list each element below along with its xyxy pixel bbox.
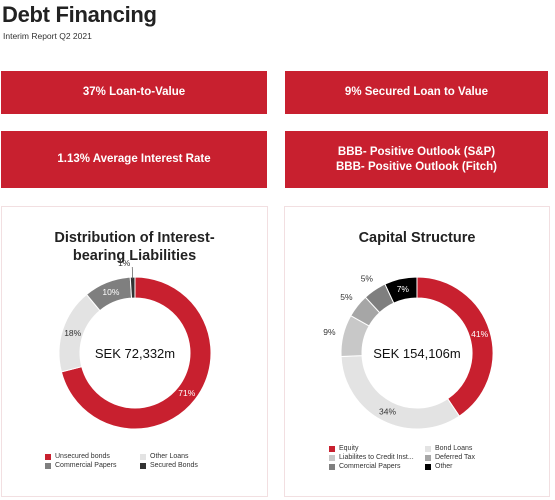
legend-swatch <box>425 463 431 470</box>
kpi-rating-sp: BBB- Positive Outlook (S&P) <box>337 145 496 158</box>
legend-item-other-loans: Other Loans <box>140 453 189 460</box>
page-subtitle: Interim Report Q2 2021 <box>3 31 92 41</box>
kpi-loan-to-value: 37% Loan-to-Value <box>1 71 267 114</box>
legend-label: Equity <box>339 445 359 452</box>
donut-center-total: SEK 72,332m <box>95 346 175 361</box>
slice-label-commercial-papers: 5% <box>361 273 374 283</box>
liabilities-chart-panel: Distribution of Interest- bearing Liabil… <box>1 206 268 497</box>
legend-swatch <box>329 463 335 470</box>
legend-item-liabilities-credit: Liabilites to Credit Inst... <box>329 454 414 461</box>
slice-label-deferred-tax: 5% <box>340 292 353 302</box>
liabilities-chart-title: Distribution of Interest- bearing Liabil… <box>2 229 267 265</box>
legend-item-deferred-tax: Deferred Tax <box>425 454 475 461</box>
slice-label-commercial-papers: 10% <box>102 287 119 297</box>
legend-item-commercial-papers: Commercial Papers <box>329 463 400 470</box>
legend-label: Other <box>435 463 453 470</box>
kpi-secured-loan-to-value: 9% Secured Loan to Value <box>285 71 548 114</box>
page-title: Debt Financing <box>2 2 157 27</box>
kpi-average-interest-rate-text: 1.13% Average Interest Rate <box>57 153 211 165</box>
legend-swatch <box>425 454 431 461</box>
legend-swatch <box>140 453 146 460</box>
legend-label: Commercial Papers <box>339 463 401 470</box>
kpi-credit-rating: BBB- Positive Outlook (S&P) BBB- Positiv… <box>285 131 548 188</box>
slice-label-unsecured-bonds: 71% <box>178 388 195 398</box>
legend-item-equity: Equity <box>329 445 358 452</box>
legend-label: Commercial Papers <box>55 462 117 469</box>
legend-swatch <box>45 462 51 469</box>
legend-label: Bond Loans <box>435 445 473 452</box>
kpi-loan-to-value-text: 37% Loan-to-Value <box>82 86 186 98</box>
donut-center-total: SEK 154,106m <box>373 346 460 361</box>
capital-structure-donut-chart: 41% 34% 9% 5% 5% 7% SEK 154,106m <box>323 273 494 430</box>
slice-unsecured-bonds <box>60 276 212 430</box>
liabilities-chart-title-line2: bearing Liabilities <box>72 248 197 264</box>
slice-label-secured-bonds: 1% <box>118 258 131 268</box>
legend-swatch <box>45 453 51 460</box>
legend-swatch <box>329 454 335 461</box>
legend-item-other: Other <box>425 463 453 470</box>
legend-label: Deferred Tax <box>435 454 475 461</box>
slice-label-equity: 41% <box>471 329 488 339</box>
legend-item-secured-bonds: Secured Bonds <box>140 462 198 469</box>
slice-label-other-loans: 18% <box>64 328 81 338</box>
legend-item-unsecured-bonds: Unsecured bonds <box>45 453 110 460</box>
slice-label-bond-loans: 34% <box>379 406 396 416</box>
kpi-rating-fitch: BBB- Positive Outlook (Fitch) <box>336 160 497 173</box>
kpi-secured-loan-to-value-text: 9% Secured Loan to Value <box>344 86 489 98</box>
capital-structure-panel: Capital Structure 41% 34% 9% 5% 5% 7% SEK 154,… <box>284 206 550 497</box>
liabilities-donut-chart: 71% 18% 10% 1% SEK 72,332m <box>58 258 212 430</box>
legend-label: Unsecured bonds <box>55 453 110 460</box>
kpi-average-interest-rate: 1.13% Average Interest Rate <box>1 131 267 188</box>
legend-label: Liabilites to Credit Inst... <box>339 454 414 461</box>
slice-secured-bonds <box>129 276 136 299</box>
capital-structure-title: Capital Structure <box>358 230 476 246</box>
slice-label-other: 7% <box>397 284 410 294</box>
legend-item-commercial-papers: Commercial Papers <box>45 462 116 469</box>
legend-label: Secured Bonds <box>150 462 198 469</box>
slice-other <box>384 276 418 304</box>
legend-swatch <box>140 462 146 469</box>
legend-item-bond-loans: Bond Loans <box>425 445 472 452</box>
legend-swatch <box>425 445 431 452</box>
legend-swatch <box>329 445 335 452</box>
liabilities-chart-legend: Unsecured bonds Other Loans Commercial P… <box>2 207 267 496</box>
liabilities-chart-title-line1: Distribution of Interest- <box>54 230 215 246</box>
legend-label: Other Loans <box>150 453 189 460</box>
capital-structure-legend: Equity Bond Loans Liabilites to Credit I… <box>285 207 549 496</box>
slice-label-liabilites-to-credit-inst: 9% <box>323 327 336 337</box>
